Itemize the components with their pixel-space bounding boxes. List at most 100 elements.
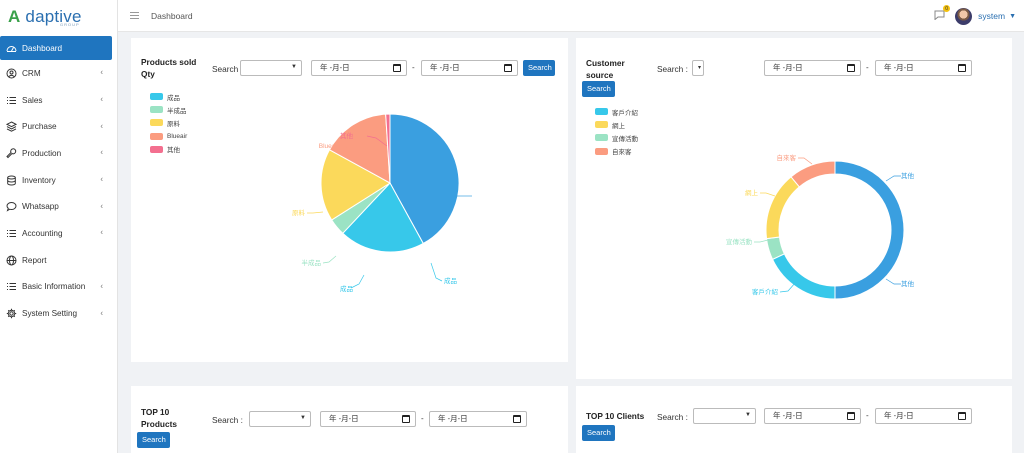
legend-label: 原料: [167, 120, 180, 128]
legend-swatch: [150, 93, 163, 101]
search-button[interactable]: Search: [582, 425, 615, 441]
date-from-input[interactable]: 年 -月-日: [320, 411, 416, 427]
date-to-input[interactable]: 年 -月-日: [875, 60, 972, 76]
calendar-icon[interactable]: [847, 64, 855, 72]
breadcrumb: Dashboard: [151, 10, 193, 21]
pie-slice[interactable]: [342, 182, 424, 253]
calendar-icon[interactable]: [513, 415, 521, 423]
user-menu[interactable]: system: [978, 11, 1006, 21]
chevron-down-icon: ▼: [291, 64, 297, 70]
label-leader-line: [885, 175, 901, 182]
date-to-input[interactable]: 年 -月-日: [421, 60, 518, 76]
date-from-input[interactable]: 年 -月-日: [311, 60, 407, 76]
label-leader-line: [430, 262, 443, 282]
pie-slice[interactable]: [765, 176, 801, 240]
sidebar-item-label: CRM: [22, 68, 41, 78]
legend-item[interactable]: 自來客: [595, 145, 638, 158]
sidebar-item-label: Basic Information: [22, 282, 86, 292]
legend-item[interactable]: 其他: [150, 143, 187, 156]
pie-slice[interactable]: [385, 113, 391, 184]
label-leader-line: [366, 135, 388, 147]
dashboard-icon: [6, 43, 17, 54]
slice-label: 半成品: [302, 258, 322, 267]
legend-item[interactable]: Blueair: [150, 130, 187, 143]
source-select[interactable]: ▾: [692, 60, 704, 76]
pie-slice[interactable]: [771, 253, 836, 300]
avatar[interactable]: [955, 7, 973, 25]
sidebar-item-report[interactable]: Report: [0, 247, 117, 274]
date-to-input[interactable]: 年 -月-日: [429, 411, 527, 427]
notification-icon[interactable]: 0: [934, 5, 951, 22]
calendar-icon[interactable]: [402, 415, 410, 423]
menu-toggle-icon[interactable]: [130, 12, 139, 19]
sidebar-item-dashboard[interactable]: Dashboard: [0, 36, 112, 60]
user-circle-icon: [6, 68, 17, 79]
date-separator: -: [866, 411, 869, 420]
pie-slice[interactable]: [320, 149, 391, 221]
list-icon: [6, 281, 17, 292]
logo-main: daptive: [25, 7, 82, 26]
calendar-icon[interactable]: [847, 412, 855, 420]
list-icon: [6, 228, 17, 239]
product-select[interactable]: ▼: [240, 60, 302, 76]
pie-slice[interactable]: [389, 113, 460, 245]
sidebar-item-label: Dashboard: [22, 43, 63, 53]
search-button[interactable]: Search: [523, 60, 555, 76]
legend-swatch: [595, 108, 608, 116]
legend-swatch: [595, 147, 608, 155]
date-separator: -: [421, 414, 424, 423]
legend-item[interactable]: 宣傳活動: [595, 131, 638, 144]
legend-swatch: [150, 132, 163, 140]
sidebar-item-production[interactable]: Production ‹: [0, 140, 117, 167]
search-button[interactable]: Search: [137, 432, 170, 448]
calendar-icon[interactable]: [958, 64, 966, 72]
legend-item[interactable]: 半成品: [150, 103, 187, 116]
label-leader-line: [754, 239, 769, 243]
date-from-input[interactable]: 年 -月-日: [764, 408, 861, 424]
product-select[interactable]: ▼: [249, 411, 311, 427]
sidebar-item-crm[interactable]: CRM ‹: [0, 60, 117, 87]
date-to-input[interactable]: 年 -月-日: [875, 408, 972, 424]
legend-label: 其他: [167, 147, 180, 155]
legend-label: Blueair: [167, 132, 188, 140]
sidebar-item-accounting[interactable]: Accounting ‹: [0, 220, 117, 247]
legend-label: 客戶介紹: [612, 109, 638, 117]
pie-slice[interactable]: [328, 113, 391, 184]
legend-swatch: [150, 106, 163, 114]
pie-slice[interactable]: [790, 160, 836, 188]
database-icon: [6, 175, 17, 186]
logo[interactable]: A daptive GROUP: [0, 0, 117, 34]
label-leader-line: [779, 281, 797, 293]
label-leader-line: [798, 157, 813, 165]
legend-item[interactable]: 成品: [150, 90, 187, 103]
label-leader-line: [885, 278, 901, 285]
pie-slice[interactable]: [834, 160, 905, 300]
search-button[interactable]: Search: [582, 81, 615, 97]
sidebar-item-purchase[interactable]: Purchase ‹: [0, 113, 117, 140]
label-leader-line: [335, 145, 350, 149]
legend-item[interactable]: 網上: [595, 118, 638, 131]
sidebar-item-whatsapp[interactable]: Whatsapp ‹: [0, 193, 117, 220]
legend-label: 自來客: [612, 149, 632, 157]
search-label: Search :: [657, 64, 688, 74]
date-from-input[interactable]: 年 -月-日: [764, 60, 861, 76]
sidebar-item-sales[interactable]: Sales ‹: [0, 87, 117, 114]
client-select[interactable]: ▼: [693, 408, 756, 424]
chevron-down-icon: ▾: [697, 65, 701, 71]
sidebar-item-inventory[interactable]: Inventory ‹: [0, 167, 117, 194]
caret-down-icon[interactable]: ▼: [1009, 12, 1016, 20]
chevron-left-icon: ‹: [100, 174, 103, 184]
legend-item[interactable]: 客戶介紹: [595, 105, 638, 118]
legend-item[interactable]: 原料: [150, 116, 187, 129]
sidebar-item-system-setting[interactable]: System Setting ‹: [0, 300, 117, 327]
chevron-left-icon: ‹: [100, 308, 103, 318]
sidebar-item-label: Report: [22, 255, 47, 265]
sidebar-nav: Dashboard CRM ‹ Sales ‹ Purchase ‹ Production ‹ I…: [0, 36, 117, 327]
chevron-down-icon: ▼: [300, 415, 306, 421]
sidebar-item-basic-information[interactable]: Basic Information ‹: [0, 274, 117, 301]
legend-label: 成品: [167, 94, 180, 102]
card-title: TOP 10 Clients: [586, 411, 645, 421]
calendar-icon[interactable]: [393, 64, 401, 72]
calendar-icon[interactable]: [958, 412, 966, 420]
calendar-icon[interactable]: [504, 64, 512, 72]
